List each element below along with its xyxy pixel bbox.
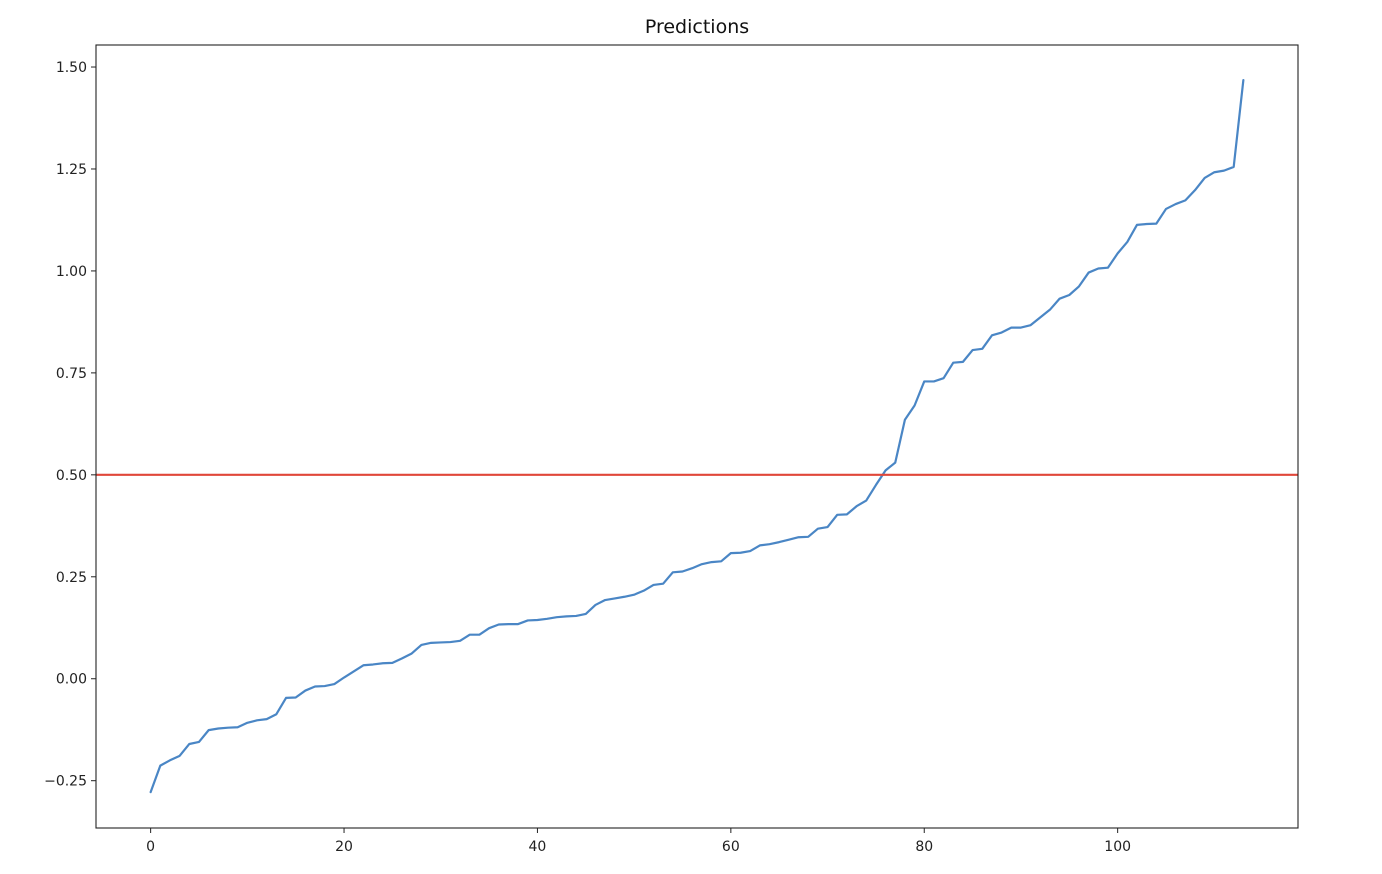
chart-title: Predictions [645,16,749,38]
axes: 0 20 40 60 80 100 −0.25 0.00 0.25 0.50 0.75 1.00 1.2… [44,44,1299,855]
x-tick-label: 40 [529,839,547,855]
y-tick-label: 0.25 [56,570,87,586]
x-tick-label: 60 [722,839,740,855]
y-tick-label: 0.00 [56,672,87,688]
series-line-0 [149,78,1245,794]
y-tick-label: −0.25 [44,774,87,790]
plot-frame [95,44,1299,829]
y-tick-label: 1.50 [56,60,87,76]
x-tick-label: 0 [146,839,155,855]
y-tick-label: 0.75 [56,366,87,382]
y-tick-label: 0.50 [56,468,87,484]
plot-area [96,78,1298,794]
y-tick-label: 1.00 [56,264,87,280]
y-tick-label: 1.25 [56,162,87,178]
x-tick-label: 20 [335,839,353,855]
x-tick-label: 80 [915,839,933,855]
x-tick-label: 100 [1104,839,1131,855]
